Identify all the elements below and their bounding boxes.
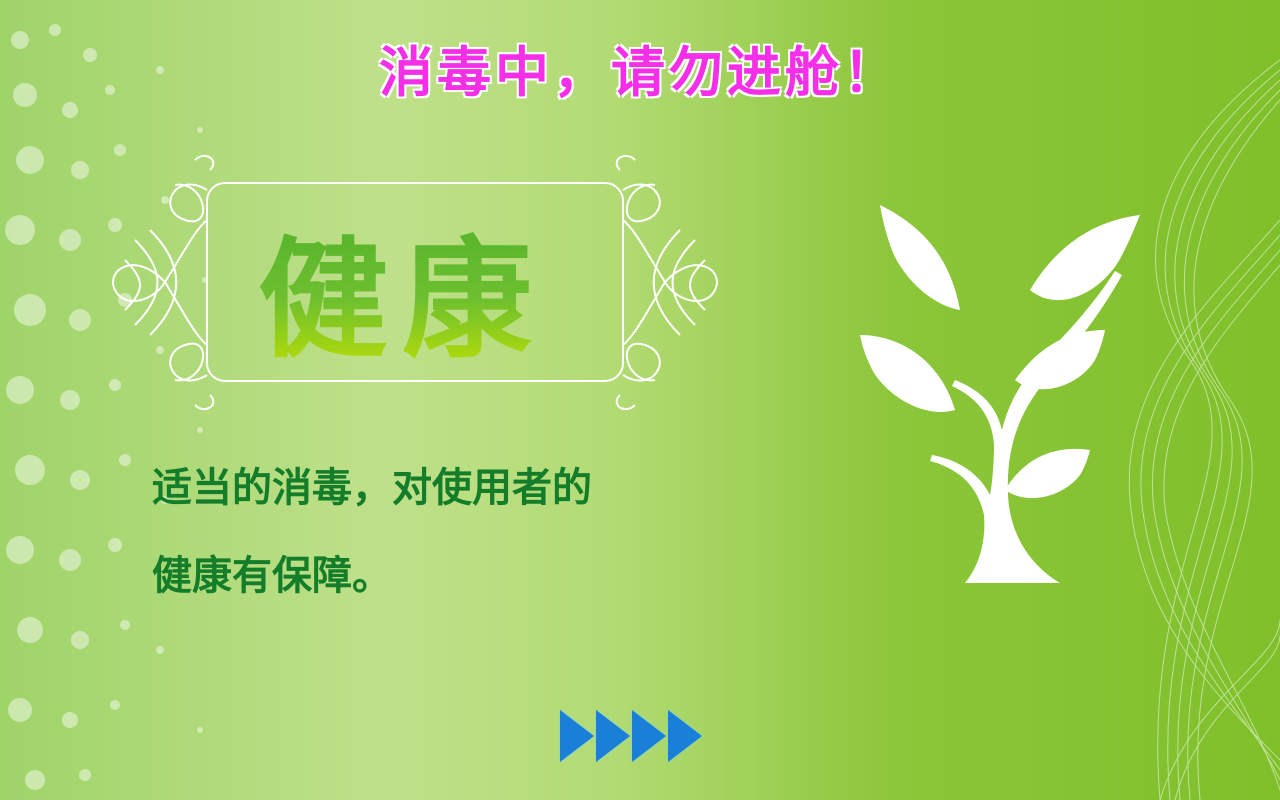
- heading-health: 健康: [258, 195, 546, 383]
- arrow-icon-1: [560, 710, 594, 762]
- body-line-2: 健康有保障。: [152, 553, 392, 599]
- arrow-indicator: [560, 710, 702, 762]
- tree-icon: [860, 205, 1140, 583]
- body-text: 适当的消毒，对使用者的 健康有保障。: [152, 444, 712, 620]
- page-title: 消毒中，请勿进舱！: [379, 41, 901, 104]
- ornament-frame: [112, 154, 718, 411]
- dot-pattern: [5, 24, 208, 790]
- arrow-icon-3: [632, 710, 666, 762]
- arrow-icon-4: [668, 710, 702, 762]
- body-line-1: 适当的消毒，对使用者的: [152, 465, 592, 511]
- wave-lines: [1128, 59, 1280, 800]
- arrow-icon-2: [596, 710, 630, 762]
